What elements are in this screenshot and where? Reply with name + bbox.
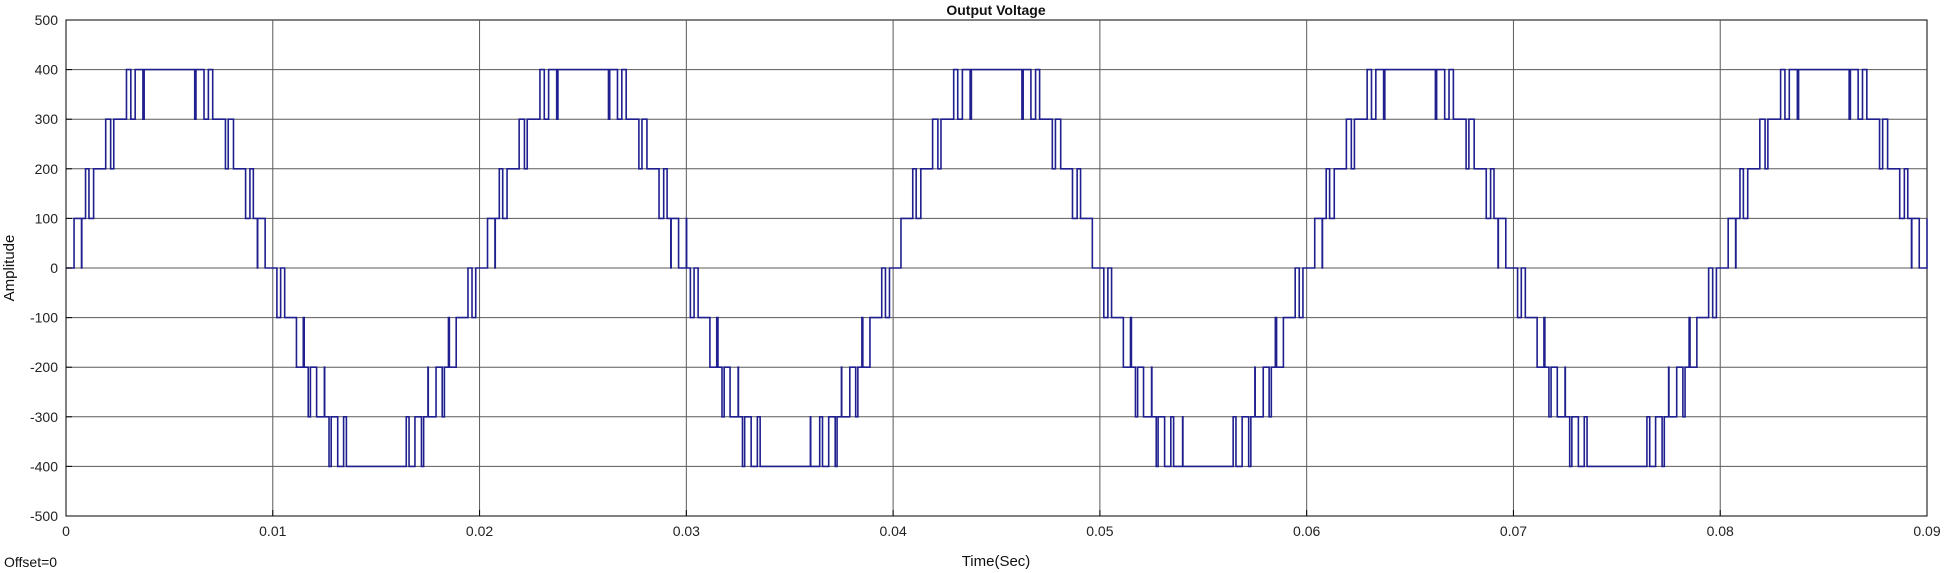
offset-label: Offset=0 <box>4 554 57 570</box>
x-tick-label: 0.08 <box>1707 523 1734 539</box>
x-tick-label: 0.01 <box>259 523 286 539</box>
x-tick-label: 0.04 <box>879 523 906 539</box>
chart-title: Output Voltage <box>946 2 1045 18</box>
y-tick-label: 500 <box>35 12 59 28</box>
y-tick-label: -100 <box>30 310 58 326</box>
x-tick-label: 0.02 <box>466 523 493 539</box>
y-tick-label: 0 <box>50 260 58 276</box>
voltage-line <box>66 68 1928 468</box>
y-tick-label: 400 <box>35 62 59 78</box>
y-tick-label: -500 <box>30 508 58 524</box>
x-tick-label: 0.03 <box>673 523 700 539</box>
y-tick-label: -200 <box>30 359 58 375</box>
x-tick-label: 0 <box>62 523 70 539</box>
y-axis-label: Amplitude <box>1 235 18 302</box>
x-tick-label: 0.09 <box>1913 523 1940 539</box>
y-tick-label: 100 <box>35 210 59 226</box>
y-tick-label: -400 <box>30 458 58 474</box>
y-tick-label: 300 <box>35 111 59 127</box>
y-tick-label: 200 <box>35 161 59 177</box>
series-voltage <box>66 68 1928 468</box>
x-ticks: 0 0.01 0.02 0.03 0.04 0.05 0.06 0.07 0.08 0.09 <box>62 510 1941 539</box>
x-tick-label: 0.06 <box>1293 523 1320 539</box>
x-axis-label: Time(Sec) <box>962 553 1031 570</box>
y-ticks: 500 400 300 200 100 0 -100 -200 -300 -400 -500 <box>30 12 72 524</box>
x-tick-label: 0.07 <box>1500 523 1527 539</box>
y-tick-label: -300 <box>30 409 58 425</box>
x-tick-label: 0.05 <box>1086 523 1113 539</box>
